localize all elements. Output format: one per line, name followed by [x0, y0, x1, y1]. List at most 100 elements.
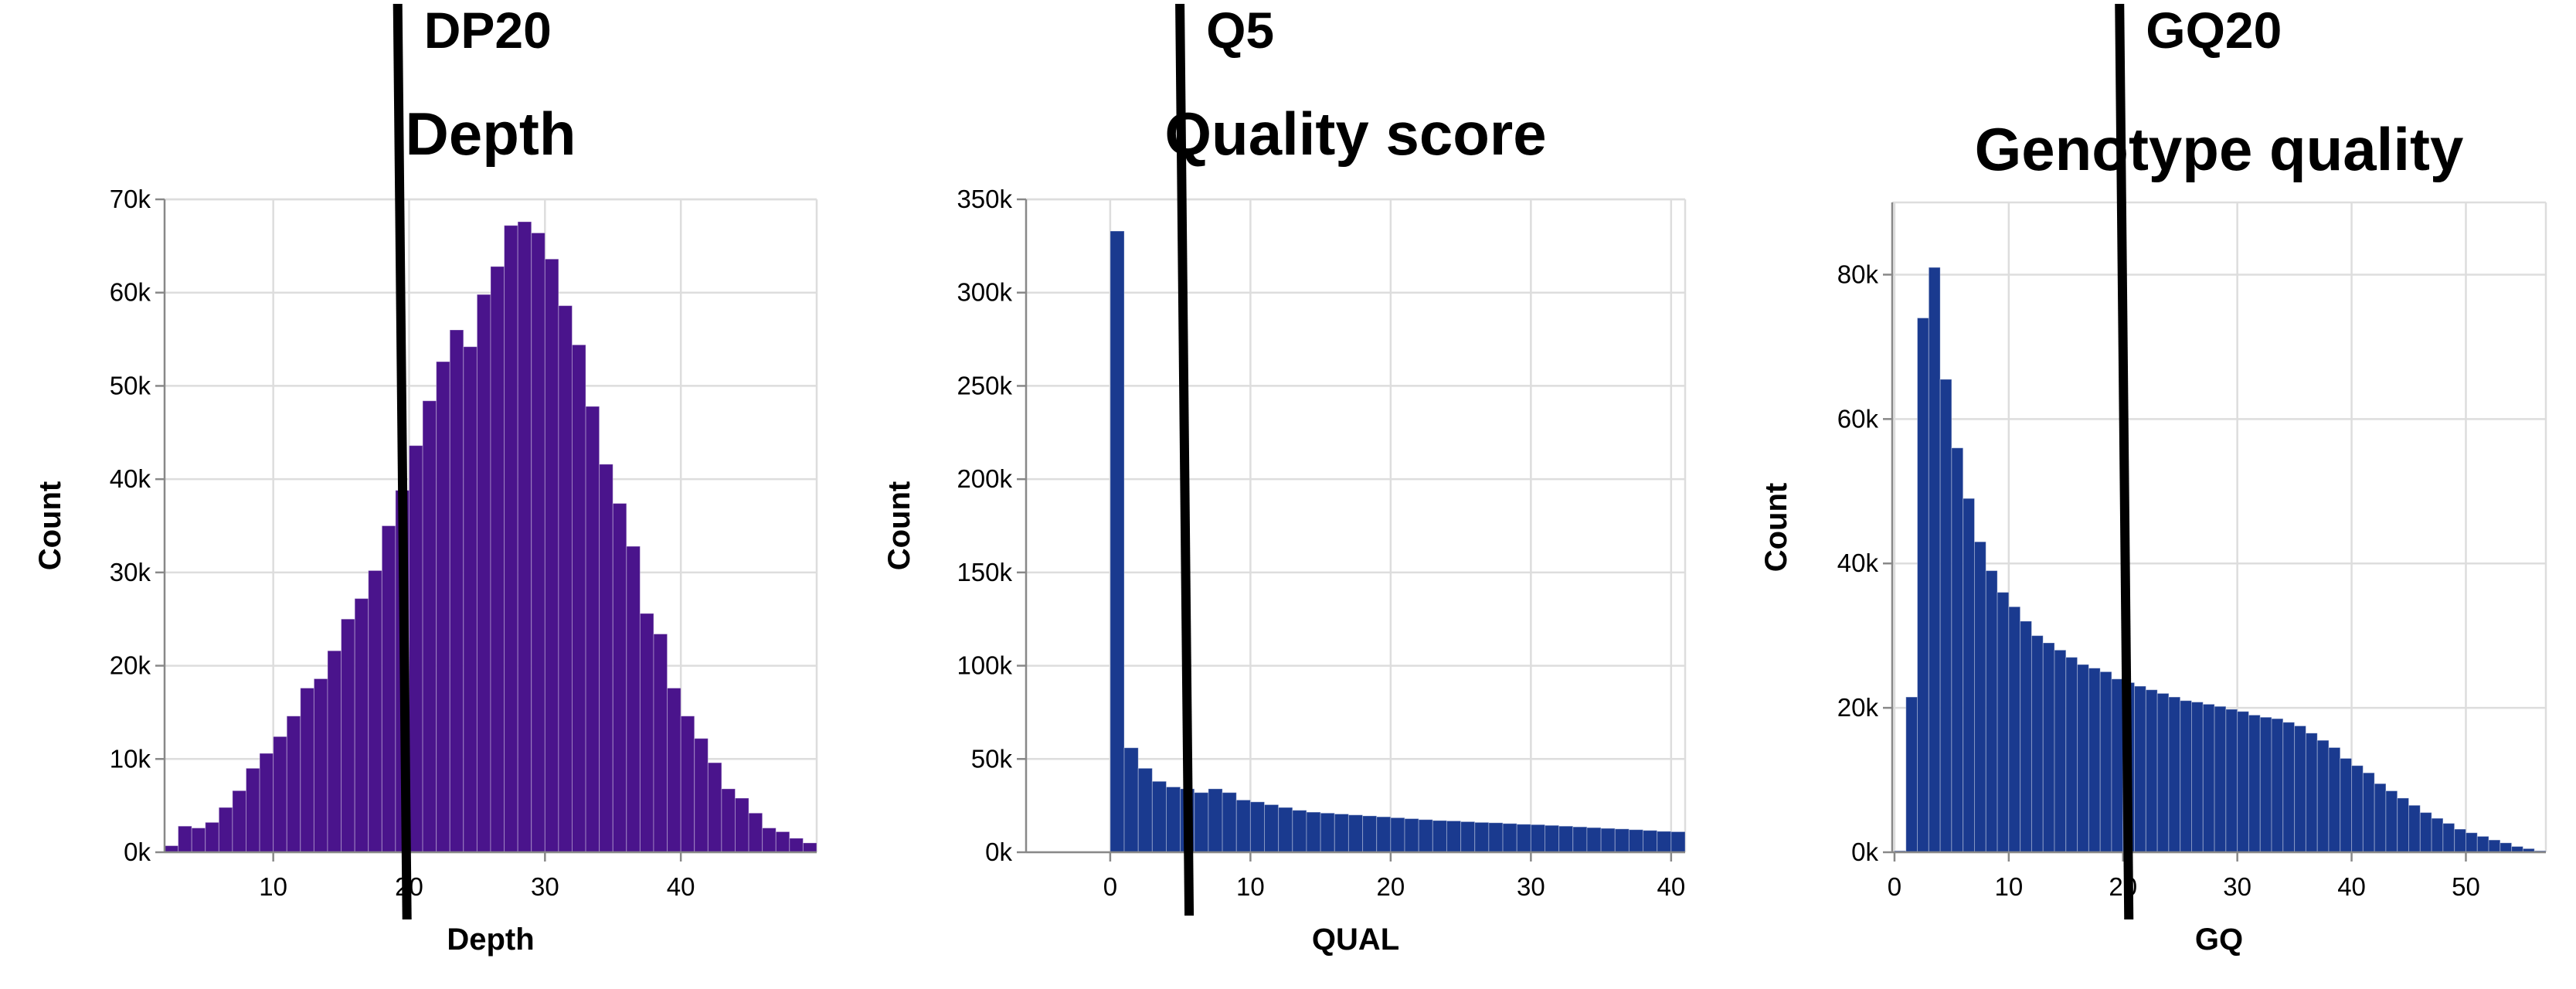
chart-0-bar-38: [680, 715, 695, 853]
chart-0-bar-10: [300, 688, 314, 853]
chart-0-bar-29: [558, 305, 573, 853]
chart-0-bar-33: [612, 503, 627, 853]
chart-1-bar-25: [1460, 821, 1476, 853]
chart-2-bar-27: [2202, 703, 2215, 853]
chart-2-y-axis-title: Count: [1759, 483, 1793, 573]
chart-1-bar-30: [1530, 824, 1546, 853]
chart-0-bar-12: [327, 650, 342, 853]
chart-1-bar-12: [1278, 807, 1293, 853]
chart-0-bar-28: [544, 258, 559, 853]
chart-0-bar-2: [191, 828, 206, 853]
chart-2-x-tick-label-5: 50: [2452, 872, 2480, 901]
chart-0-bar-44: [762, 828, 777, 853]
chart-1-x-axis-title: QUAL: [1312, 923, 1399, 957]
chart-2-bar-15: [2065, 657, 2078, 853]
chart-0-x-tick-label-2: 30: [531, 872, 559, 901]
chart-2-bar-30: [2237, 711, 2249, 853]
chart-2-bar-44: [2397, 797, 2410, 853]
chart-2-bar-52: [2488, 839, 2501, 853]
chart-2-bar-11: [2020, 620, 2032, 853]
chart-2-bar-24: [2168, 696, 2181, 853]
chart-1-x-tick-label-0: 0: [1103, 872, 1117, 901]
chart-1-bar-13: [1292, 810, 1307, 853]
chart-2-bar-25: [2180, 700, 2193, 853]
chart-1-bar-21: [1404, 818, 1419, 853]
chart-1-bar-34: [1586, 827, 1602, 853]
chart-1-bar-0: [1110, 230, 1125, 853]
chart-2-y-tick-label-3: 60k: [1837, 404, 1879, 433]
chart-2-bar-35: [2294, 725, 2306, 853]
chart-1-title: Quality score: [1164, 100, 1546, 168]
chart-0-bar-0: [164, 845, 179, 853]
chart-1-y-tick-label-1: 50k: [971, 744, 1013, 773]
chart-0-y-tick-label-4: 40k: [110, 464, 151, 493]
chart-0-bar-22: [463, 346, 477, 853]
chart-1-bar-37: [1628, 829, 1644, 853]
chart-2-bar-42: [2374, 783, 2387, 853]
chart-2-bar-22: [2145, 689, 2158, 853]
chart-0-bar-21: [449, 329, 464, 853]
chart-0-y-tick-label-0: 0k: [124, 838, 151, 866]
chart-0-bar-35: [639, 613, 654, 853]
chart-2-bar-7: [1973, 541, 1986, 853]
chart-0-bar-3: [205, 821, 219, 853]
chart-2-bar-32: [2259, 716, 2272, 853]
chart-0-bar-25: [504, 225, 518, 853]
chart-1-bars: [1110, 230, 1686, 853]
chart-0-bar-18: [409, 445, 423, 853]
chart-1-bar-14: [1306, 811, 1321, 853]
chart-2-bar-38: [2328, 747, 2341, 853]
chart-1-bar-1: [1123, 747, 1139, 853]
chart-2-x-tick-label-3: 30: [2223, 872, 2251, 901]
chart-1-bar-17: [1347, 814, 1364, 853]
chart-2-bar-23: [2156, 692, 2170, 853]
chart-0-bar-5: [232, 790, 246, 853]
chart-0-bar-11: [313, 678, 328, 853]
chart-2-bar-8: [1985, 570, 1998, 853]
chart-0-bar-45: [775, 831, 790, 853]
chart-1-x-tick-label-1: 10: [1236, 872, 1265, 901]
chart-2-bar-3: [1928, 267, 1941, 853]
chart-1-bar-18: [1362, 815, 1378, 853]
chart-2-bar-9: [1997, 592, 2010, 853]
chart-1-threshold-label: Q5: [1206, 2, 1274, 59]
chart-2-bar-14: [2054, 649, 2067, 853]
chart-0-bars: [164, 221, 817, 853]
chart-1-y-tick-label-2: 100k: [957, 651, 1012, 680]
chart-0-bar-4: [218, 807, 233, 853]
chart-2-y-tick-label-4: 80k: [1837, 260, 1879, 288]
chart-1-bar-23: [1432, 820, 1447, 853]
chart-0-title: Depth: [406, 100, 576, 168]
chart-1-bar-7: [1208, 788, 1223, 853]
chart-1-bar-11: [1264, 804, 1280, 853]
chart-0-bar-9: [286, 715, 301, 853]
chart-1-bar-32: [1558, 825, 1574, 853]
chart-2-bar-49: [2454, 828, 2466, 853]
chart-2-bar-51: [2476, 835, 2489, 853]
chart-2-bar-17: [2088, 668, 2101, 853]
chart-0-bar-47: [802, 842, 817, 853]
chart-2-bars: [1894, 267, 2547, 853]
chart-2-threshold-label: GQ20: [2146, 2, 2282, 59]
chart-0-bar-27: [531, 232, 545, 853]
chart-1-x-tick-label-4: 40: [1657, 872, 1685, 901]
chart-1-bar-16: [1334, 814, 1349, 853]
chart-2-threshold-line: [2115, 3, 2134, 920]
chart-2-bar-16: [2077, 664, 2089, 853]
chart-2-bar-21: [2134, 685, 2146, 853]
chart-1-y-tick-label-6: 300k: [957, 278, 1012, 307]
chart-1-bar-9: [1235, 799, 1251, 853]
chart-0-bar-41: [721, 788, 736, 853]
chart-2-bar-26: [2191, 702, 2204, 853]
chart-2-bar-19: [2111, 678, 2124, 853]
chart-1-bar-39: [1657, 831, 1672, 853]
chart-0-bar-19: [422, 400, 437, 853]
chart-1-x-tick-label-3: 30: [1517, 872, 1545, 901]
chart-2-y-tick-label-1: 20k: [1837, 693, 1879, 722]
chart-0-bar-40: [707, 762, 722, 853]
chart-0-x-axis-title: Depth: [447, 923, 534, 957]
chart-0-y-tick-label-2: 20k: [110, 651, 151, 680]
chart-2-bar-29: [2225, 709, 2238, 853]
chart-0-x-tick-label-3: 40: [667, 872, 695, 901]
